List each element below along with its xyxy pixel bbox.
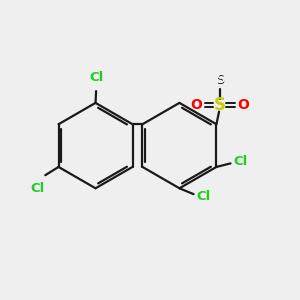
Text: Cl: Cl	[30, 182, 44, 195]
Text: S: S	[214, 96, 226, 114]
Text: S: S	[216, 74, 224, 87]
Text: Cl: Cl	[196, 190, 211, 203]
Text: O: O	[190, 98, 202, 112]
Text: Cl: Cl	[233, 155, 248, 168]
Text: Cl: Cl	[90, 71, 104, 84]
Text: S: S	[216, 73, 224, 86]
Text: O: O	[238, 98, 249, 112]
